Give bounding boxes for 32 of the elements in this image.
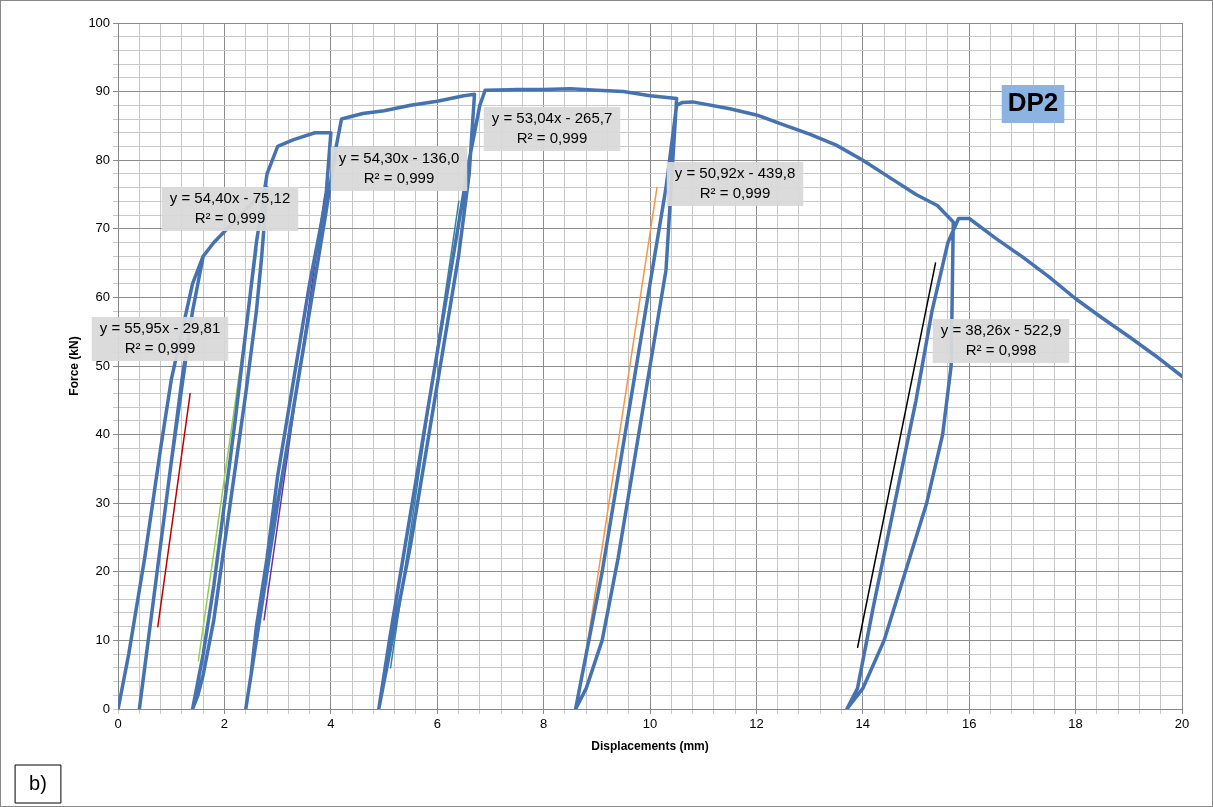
y-tick-label: 0 <box>102 700 111 716</box>
y-tick-label: 100 <box>88 14 111 30</box>
y-tick-label: 40 <box>95 426 111 442</box>
x-tick-label: 12 <box>749 716 764 732</box>
annotation: y = 38,26x - 522,9 R² = 0,998 <box>940 321 1062 359</box>
x-tick-label: 4 <box>327 716 335 732</box>
y-tick-label: 60 <box>95 288 111 304</box>
y-axis-title: Force (kN) <box>66 336 81 396</box>
x-tick-label: 0 <box>114 716 122 732</box>
y-tick-label: 20 <box>95 563 111 579</box>
y-tick-label: 70 <box>95 220 111 236</box>
annotation: DP2 <box>1007 87 1059 118</box>
x-axis-title: Displacements (mm) <box>591 739 709 754</box>
y-tick-label: 10 <box>95 631 111 647</box>
y-tick-label: 90 <box>95 83 111 99</box>
y-tick-label: 30 <box>95 494 111 510</box>
x-tick-label: 20 <box>1174 716 1190 732</box>
annotation: y = 53,04x - 265,7 R² = 0,999 <box>491 109 613 147</box>
x-tick-label: 14 <box>855 716 871 732</box>
x-tick-label: 16 <box>961 716 977 732</box>
x-tick-label: 2 <box>220 716 229 732</box>
y-tick-label: 50 <box>95 357 111 373</box>
annotation: y = 54,40x - 75,12 R² = 0,999 <box>169 189 291 227</box>
annotation: y = 54,30x - 136,0 R² = 0,999 <box>338 149 460 187</box>
x-tick-label: 18 <box>1068 716 1083 732</box>
annotation: y = 55,95x - 29,81 R² = 0,999 <box>99 319 221 357</box>
annotation: y = 50,92x - 439,8 R² = 0,999 <box>674 164 796 202</box>
x-tick-label: 8 <box>540 716 548 732</box>
x-tick-label: 10 <box>642 716 658 732</box>
y-tick-label: 80 <box>95 151 111 167</box>
text: b) <box>29 771 47 794</box>
x-tick-label: 6 <box>433 716 441 732</box>
